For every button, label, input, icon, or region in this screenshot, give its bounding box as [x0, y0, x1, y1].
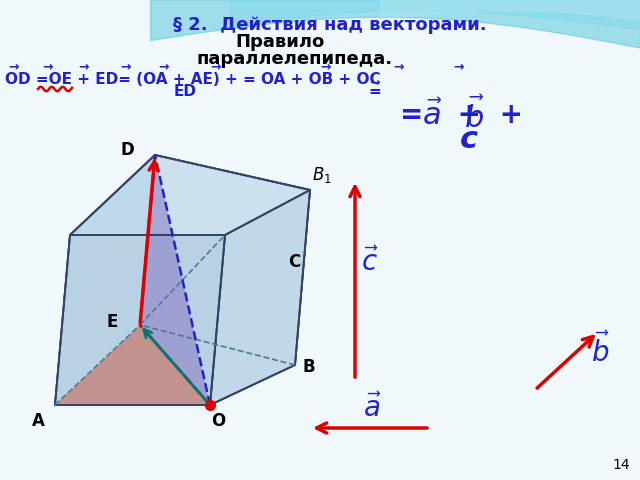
Text: $\vec{b}$: $\vec{b}$	[591, 333, 609, 368]
Text: D: D	[120, 141, 134, 159]
Text: OD =OE + ED= (OA + AE) + = OA + OB + OC: OD =OE + ED= (OA + AE) + = OA + OB + OC	[5, 72, 381, 87]
Text: →: →	[78, 60, 88, 73]
Text: →: →	[370, 76, 380, 89]
Polygon shape	[140, 155, 210, 405]
Polygon shape	[55, 155, 155, 405]
Text: +: +	[490, 101, 523, 129]
Text: § 2.  Действия над векторами.: § 2. Действия над векторами.	[173, 16, 487, 34]
Text: →: →	[210, 60, 221, 73]
Text: →: →	[8, 60, 19, 73]
Text: O: O	[211, 412, 225, 430]
Text: $\vec{a}$: $\vec{a}$	[422, 99, 442, 131]
Polygon shape	[55, 235, 225, 405]
Text: →: →	[42, 60, 52, 73]
Polygon shape	[70, 155, 310, 235]
Text: →: →	[120, 60, 131, 73]
Text: Правило: Правило	[236, 33, 324, 51]
Text: →: →	[320, 60, 330, 73]
Text: A: A	[31, 412, 44, 430]
Text: $B_1$: $B_1$	[312, 165, 332, 185]
Text: c: c	[460, 125, 478, 155]
Text: $\vec{b}$: $\vec{b}$	[464, 96, 484, 133]
Text: =: =	[400, 101, 424, 129]
Text: =: =	[369, 84, 381, 99]
Text: параллелепипеда.: параллелепипеда.	[197, 50, 393, 68]
Text: →: →	[158, 60, 168, 73]
Text: B: B	[302, 358, 315, 376]
Text: $\vec{a}$: $\vec{a}$	[363, 394, 381, 422]
Text: →: →	[393, 60, 403, 73]
Polygon shape	[140, 155, 310, 365]
Polygon shape	[55, 325, 210, 405]
Text: $\vec{c}$: $\vec{c}$	[361, 248, 379, 276]
Text: +: +	[448, 101, 491, 129]
Text: 14: 14	[612, 458, 630, 472]
Text: E: E	[107, 313, 118, 331]
Polygon shape	[210, 190, 310, 405]
Text: ED: ED	[173, 84, 196, 99]
Text: C: C	[288, 253, 300, 271]
Text: →: →	[453, 60, 463, 73]
